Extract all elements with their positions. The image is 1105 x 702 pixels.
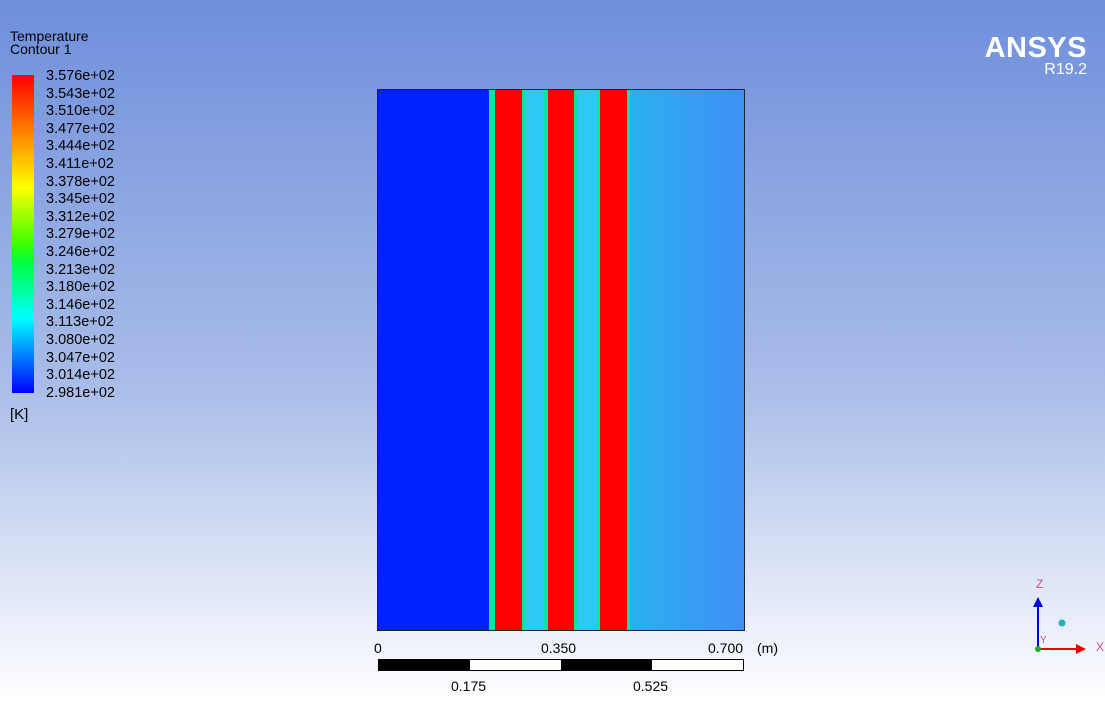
legend-level-label: 3.014e+02 xyxy=(46,367,115,384)
legend-level-label: 3.576e+02 xyxy=(46,68,115,84)
warm-strip-1 xyxy=(525,89,544,631)
axis-triad[interactable]: Z Y X xyxy=(1020,575,1105,670)
scale-tick-label: 0.525 xyxy=(633,678,669,694)
warm-strip-2 xyxy=(577,89,597,631)
scale-segment xyxy=(470,660,561,670)
scale-segment xyxy=(652,660,743,670)
origin-dot xyxy=(1035,646,1041,652)
legend-level-label: 3.146e+02 xyxy=(46,296,115,313)
transition-strip xyxy=(597,89,600,631)
legend-subtitle: Contour 1 xyxy=(10,41,72,57)
contour-plot[interactable] xyxy=(377,89,745,631)
warm-region xyxy=(630,89,745,631)
legend-level-label: 3.113e+02 xyxy=(46,314,114,331)
legend-level-label: 3.279e+02 xyxy=(46,226,115,243)
brand-version: R19.2 xyxy=(1044,61,1087,78)
y-axis-label: Y xyxy=(1040,635,1047,646)
legend-level-label: 3.477e+02 xyxy=(46,120,115,137)
legend-level-label: 3.510e+02 xyxy=(46,103,115,120)
scale-segment xyxy=(379,660,470,670)
axis-tick-label: 0.700 xyxy=(708,640,744,656)
legend-title: Temperature xyxy=(10,28,89,44)
transition-strip xyxy=(574,89,577,631)
legend-level-label: 3.444e+02 xyxy=(46,138,115,155)
legend-level-label: 3.312e+02 xyxy=(46,208,115,225)
legend-level-label: 2.981e+02 xyxy=(46,384,115,401)
legend-level-label: 3.543e+02 xyxy=(46,85,115,102)
legend-labels: 3.576e+02 3.543e+02 3.510e+02 3.477e+02 3.44… xyxy=(46,68,115,402)
legend-level-label: 3.246e+02 xyxy=(46,243,115,260)
transition-strip xyxy=(627,89,630,631)
x-axis-arrow xyxy=(1076,644,1086,654)
legend-level-label: 3.180e+02 xyxy=(46,279,115,296)
legend-color-bar xyxy=(12,75,34,393)
legend-unit: [K] xyxy=(10,406,29,423)
axis-tick-label: 0 xyxy=(374,640,382,656)
scale-segment xyxy=(561,660,652,670)
y-axis-dot xyxy=(1058,619,1066,627)
transition-strip xyxy=(522,89,525,631)
legend-level-label: 3.080e+02 xyxy=(46,331,115,348)
legend-level-label: 3.345e+02 xyxy=(46,191,115,208)
legend-level-label: 3.047e+02 xyxy=(46,349,115,366)
axis-tick-label: 0.350 xyxy=(541,640,577,656)
hot-strip-1 xyxy=(495,89,522,631)
temperature-legend: Temperature Contour 1 3.576e+02 3.543e+02… xyxy=(10,28,115,423)
transition-strip xyxy=(544,89,548,631)
contour-svg xyxy=(377,89,745,631)
legend-level-label: 3.378e+02 xyxy=(46,173,115,190)
z-axis-arrow xyxy=(1033,597,1043,607)
scale-bar xyxy=(378,659,744,671)
plot-border xyxy=(377,89,745,631)
hot-strip-2 xyxy=(548,89,574,631)
z-axis-label: Z xyxy=(1036,577,1044,591)
transition-strip xyxy=(489,89,495,631)
triad-svg xyxy=(1033,597,1086,654)
axis-unit: (m) xyxy=(757,640,778,656)
ansys-logo: ANSYS R19.2 xyxy=(985,34,1087,78)
brand-name: ANSYS xyxy=(984,32,1087,64)
legend-level-label: 3.411e+02 xyxy=(46,155,114,172)
legend-level-label: 3.213e+02 xyxy=(46,261,115,278)
x-axis-label: X xyxy=(1096,640,1105,654)
scale-tick-label: 0.175 xyxy=(451,678,487,694)
hot-strip-3 xyxy=(600,89,627,631)
